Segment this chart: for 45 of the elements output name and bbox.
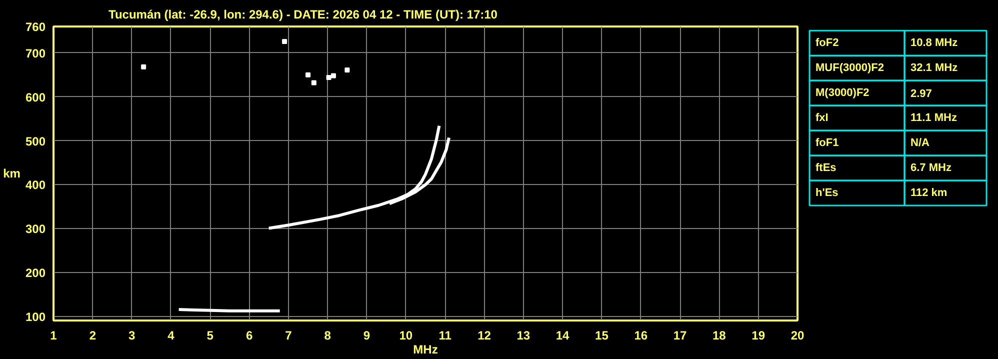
text: N/A [910, 136, 930, 149]
y-tick-label: 300 [25, 222, 46, 236]
text: foF1 [816, 136, 839, 149]
y-tick-label: 200 [25, 266, 46, 280]
y-tick-label: 600 [25, 90, 46, 104]
x-axis-title: MHz [413, 342, 438, 356]
y-tick-label: 760 [25, 20, 46, 34]
x-tick-label: 12 [478, 328, 492, 342]
x-tick-label: 5 [206, 328, 214, 342]
text: fxI [816, 112, 828, 124]
text: 11.1 MHz [910, 112, 958, 124]
x-tick-label: 1 [50, 328, 58, 342]
text: 32.1 MHz [910, 62, 958, 74]
x-tick-label: 20 [790, 328, 804, 342]
x-tick-label: 13 [516, 328, 530, 342]
y-tick-label: 100 [25, 310, 46, 324]
x-tick-label: 9 [363, 328, 370, 342]
x-tick-label: 15 [595, 328, 609, 342]
x-tick-label: 6 [246, 328, 253, 342]
x-tick-label: 8 [324, 328, 332, 342]
x-tick-label: 3 [128, 328, 136, 342]
x-tick-label: 19 [752, 328, 766, 342]
text: h'Es [816, 186, 838, 199]
text: MUF(3000)F2 [816, 62, 884, 74]
x-tick-label: 16 [634, 328, 648, 342]
x-tick-label: 4 [168, 328, 175, 342]
x-tick-label: 17 [673, 328, 688, 342]
y-tick-label: 500 [25, 134, 46, 148]
text: 6.7 MHz [910, 162, 952, 174]
x-tick-label: 18 [712, 328, 726, 342]
y-tick-label: 400 [25, 178, 46, 192]
text: M(3000)F2 [816, 87, 870, 100]
x-tick-label: 7 [285, 328, 292, 342]
x-tick-label: 10 [399, 328, 413, 342]
text: 112 km [910, 186, 948, 199]
text: 2.97 [910, 88, 932, 100]
x-tick-label: 2 [89, 328, 96, 342]
x-tick-label: 14 [556, 328, 570, 342]
text: foF2 [816, 37, 839, 50]
y-tick-label: 700 [25, 46, 46, 60]
y-axis-title: km [3, 166, 20, 180]
text: ftEs [816, 162, 836, 174]
x-tick-label: 11 [438, 328, 452, 342]
chart-title: Tucumán (lat: -26.9, lon: 294.6) - DATE: 2026 04 12 - TIME (UT): 17:10 [108, 8, 498, 22]
text: 10.8 MHz [910, 37, 958, 50]
